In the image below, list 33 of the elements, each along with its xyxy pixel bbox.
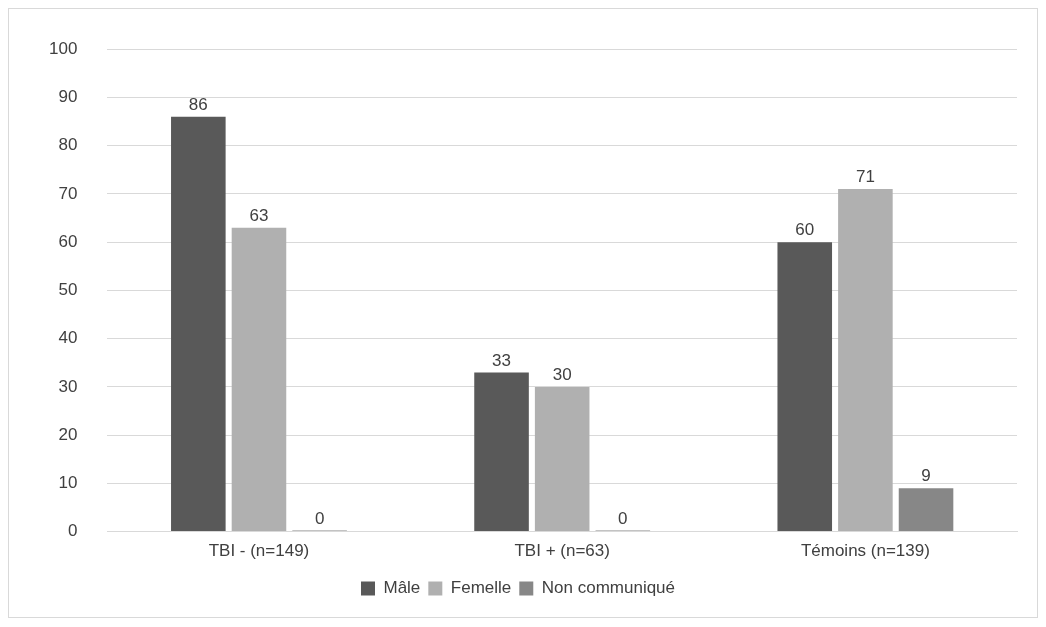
y-tick-label: 30 bbox=[58, 376, 78, 396]
data-label: 0 bbox=[618, 508, 628, 528]
legend-label: Mâle bbox=[383, 578, 421, 598]
legend-label: Femelle bbox=[450, 578, 512, 598]
bar bbox=[898, 488, 954, 532]
data-label: 71 bbox=[855, 167, 875, 187]
data-label: 60 bbox=[795, 220, 815, 240]
bar bbox=[474, 372, 529, 532]
data-label: 0 bbox=[314, 508, 325, 528]
x-tick-label: TBI + (n=63) bbox=[514, 541, 610, 561]
y-tick-label: 100 bbox=[48, 38, 78, 58]
y-tick-label: 90 bbox=[58, 87, 78, 107]
legend-label: Non communiqué bbox=[541, 578, 676, 598]
bar bbox=[231, 227, 287, 532]
y-tick-label: 60 bbox=[58, 231, 78, 251]
data-label: 30 bbox=[552, 365, 572, 385]
y-tick-label: 70 bbox=[58, 183, 78, 203]
y-tick-label: 20 bbox=[58, 424, 78, 444]
bar bbox=[838, 189, 893, 532]
y-tick-label: 50 bbox=[58, 280, 78, 300]
y-tick-label: 40 bbox=[58, 328, 78, 348]
bar bbox=[171, 116, 226, 532]
bar bbox=[534, 386, 590, 532]
data-label: 33 bbox=[492, 350, 511, 370]
data-label: 63 bbox=[249, 205, 269, 225]
data-label: 9 bbox=[921, 466, 931, 486]
x-tick-label: Témoins (n=139) bbox=[800, 541, 930, 561]
y-tick-label: 10 bbox=[58, 473, 78, 493]
y-tick-label: 0 bbox=[67, 521, 78, 541]
bar bbox=[777, 242, 833, 532]
data-label: 86 bbox=[188, 94, 208, 114]
x-tick-label: TBI - (n=149) bbox=[208, 541, 310, 561]
y-tick-label: 80 bbox=[58, 135, 78, 155]
